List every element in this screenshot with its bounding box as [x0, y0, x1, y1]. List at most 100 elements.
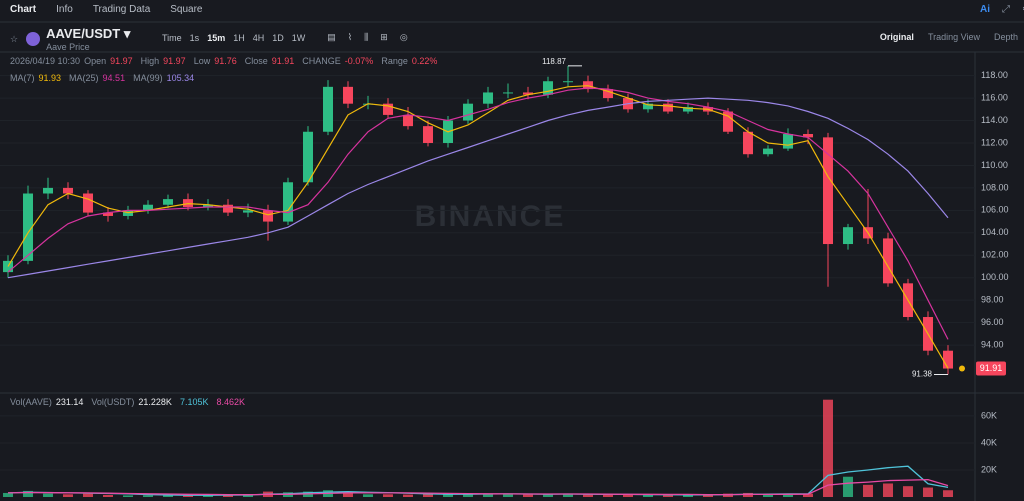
candle-body [663, 103, 673, 112]
volume-bar [3, 492, 13, 497]
volume-bar [503, 494, 513, 497]
tab[interactable]: Chart [10, 4, 37, 15]
volume-bar [563, 493, 573, 497]
symbol: AAVE/USDT ▾ Aave Price [46, 26, 131, 52]
volume-bar [43, 493, 53, 497]
candle-body [383, 103, 393, 115]
symbol-name[interactable]: AAVE/USDT [46, 26, 121, 41]
volume-bar [63, 494, 73, 497]
candle-body [603, 89, 613, 99]
volume-bar [443, 494, 453, 497]
symbol-block: ☆ AAVE/USDT ▾ Aave Price [10, 26, 130, 52]
candle-body [243, 210, 253, 213]
volume-bar [683, 494, 693, 497]
volume-bar [943, 490, 953, 497]
candle-body [43, 187, 53, 194]
interval[interactable]: 1H [233, 32, 245, 43]
view[interactable]: Original [879, 32, 914, 42]
views: Original Trading View Depth [866, 32, 1018, 42]
volume-bar [423, 493, 433, 497]
y-tick-label: 118.00 [981, 70, 1008, 80]
interval[interactable]: Time [162, 32, 182, 43]
candle-body [263, 210, 273, 222]
candle-body [943, 350, 953, 369]
volume-bar [483, 493, 493, 497]
icon[interactable]: ⤢ [1002, 4, 1010, 15]
interval[interactable]: 15m [207, 32, 226, 43]
volume-bar [523, 494, 533, 497]
ma-legend: MA(7) 91.93 MA(25) 94.51 MA(99) 105.34 [10, 73, 202, 83]
vol-value: 21.228K [138, 397, 172, 407]
volume-bar [363, 494, 373, 497]
tab[interactable]: Trading Data [92, 4, 151, 15]
tab[interactable]: Info [56, 4, 73, 15]
y-tick-label: 20K [981, 464, 997, 474]
candle-body [483, 92, 493, 104]
ma-name: MA(99) [133, 73, 163, 83]
ai-icon[interactable]: Ai [980, 4, 990, 15]
volume-bar [203, 495, 213, 497]
candle-body [463, 103, 473, 121]
volume-bar [343, 492, 353, 497]
y-tick-label: 104.00 [981, 227, 1009, 237]
volume-bar [243, 494, 253, 497]
y-tick-label: 114.00 [981, 115, 1008, 125]
icon[interactable]: ⚙ [1022, 4, 1024, 15]
field-value: 91.97 [163, 56, 186, 66]
volume-bar [643, 494, 653, 497]
volume-bar [83, 493, 93, 497]
volume-bar [923, 487, 933, 497]
volume-bar [863, 484, 873, 497]
y-tick-label: 112.00 [981, 137, 1008, 147]
volume-bar [763, 494, 773, 497]
candle-body [203, 204, 213, 207]
vol-label: Vol(AAVE) [10, 397, 52, 407]
y-tick-label: 94.00 [981, 339, 1004, 349]
y-tick-label: 60K [981, 410, 997, 420]
volume-bar [143, 495, 153, 497]
volume-bar [783, 494, 793, 497]
view[interactable]: Trading View [927, 32, 980, 42]
y-tick-label: 102.00 [981, 250, 1009, 260]
candle-body [143, 204, 153, 211]
y-tick-label: 108.00 [981, 182, 1009, 192]
volume-bar [23, 490, 33, 497]
volume-bar [823, 399, 833, 497]
field-label: High [140, 56, 160, 66]
ma-value: 94.51 [102, 73, 126, 83]
candle-body [563, 81, 573, 83]
candle-body [683, 107, 693, 112]
y-tick-label: 40K [981, 437, 997, 447]
view[interactable]: Depth [993, 32, 1018, 42]
candle-body [323, 86, 333, 132]
candle-body [283, 182, 293, 222]
candle-body [503, 92, 513, 94]
tool-icons[interactable]: ▤⌇⫼⊞◎ [327, 32, 420, 42]
ma-line [7, 97, 949, 279]
volume-bar [623, 494, 633, 497]
star-icon[interactable]: ☆ [10, 33, 19, 44]
ohlc-legend: 2026/04/19 10:30 Open 91.97 High 91.97 Low 91… [10, 56, 445, 66]
interval[interactable]: 1s [189, 32, 200, 43]
candle-body [83, 193, 93, 213]
volume-bar [903, 486, 913, 497]
candle-body [303, 131, 313, 183]
y-tick-label: 98.00 [981, 295, 1004, 305]
candle-body [883, 238, 893, 284]
field-label: Low [193, 56, 211, 66]
interval[interactable]: 4H [252, 32, 265, 43]
volume-bar [843, 476, 853, 497]
volume-bar [123, 495, 133, 497]
tab[interactable]: Square [170, 4, 203, 15]
y-tick-label: 106.00 [981, 205, 1009, 215]
field-label: Open [84, 56, 107, 66]
interval[interactable]: 1W [291, 32, 306, 43]
price-tag-label: 91.91 [980, 363, 1003, 373]
field-label: Range [381, 56, 408, 66]
candle-body [423, 126, 433, 143]
ma-name: MA(7) [10, 73, 35, 83]
volume-bar [603, 494, 613, 497]
interval[interactable]: 1D [272, 32, 284, 43]
candle-body [163, 199, 173, 205]
watermark: BINANCE [415, 200, 566, 233]
